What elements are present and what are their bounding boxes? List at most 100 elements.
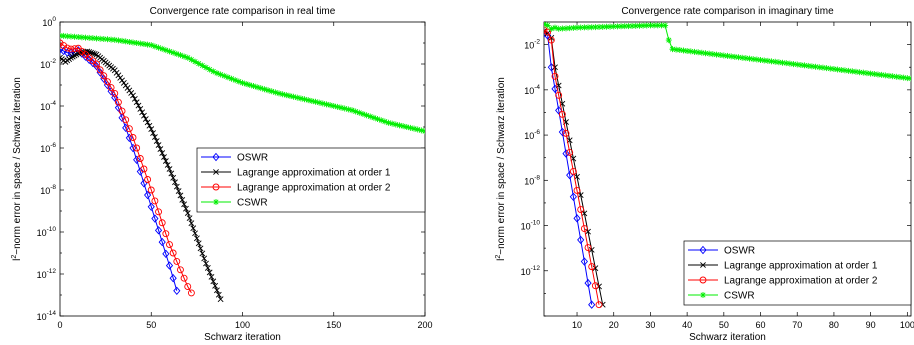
legend-box xyxy=(196,147,426,213)
data-point xyxy=(779,59,786,66)
data-point xyxy=(129,134,137,141)
data-point xyxy=(389,120,396,127)
data-point xyxy=(297,95,304,102)
data-point xyxy=(148,42,155,49)
x-tick-label: 50 xyxy=(719,320,729,330)
data-point xyxy=(669,46,676,53)
legend-label: CSWR xyxy=(724,291,755,302)
data-point xyxy=(100,72,108,80)
data-point xyxy=(162,249,170,259)
y-tick-label: 10-12 xyxy=(37,268,57,280)
legend-box xyxy=(683,240,912,306)
data-point xyxy=(823,65,830,72)
data-point xyxy=(144,190,152,200)
data-point xyxy=(159,150,166,156)
legend-marker xyxy=(213,199,219,205)
chart-panel-1: 0 50 100 150 200 10-14 10-12 10-10 10-8 10-6 10-4 1… xyxy=(11,6,433,343)
data-point xyxy=(904,75,911,82)
data-point xyxy=(177,52,184,59)
data-point xyxy=(179,196,186,203)
data-point xyxy=(114,98,122,106)
data-point xyxy=(562,129,570,137)
data-point xyxy=(422,128,425,135)
legend-marker xyxy=(700,292,706,298)
data-point xyxy=(724,52,731,59)
data-point xyxy=(411,125,418,132)
chart-panel-2: 10 20 30 40 50 60 70 80 90 100 10-12 10-10 10-8 10-6 1… xyxy=(495,6,914,343)
data-point xyxy=(89,35,96,42)
data-point xyxy=(761,57,768,64)
legend-label: Lagrange approximation at order 1 xyxy=(237,168,391,179)
data-point xyxy=(165,261,174,270)
data-point xyxy=(221,72,228,79)
series-line xyxy=(60,42,192,294)
data-point xyxy=(680,47,687,54)
data-point xyxy=(67,45,75,53)
x-tick-label: 0 xyxy=(57,320,62,330)
data-point xyxy=(312,98,319,105)
legend-marker xyxy=(699,276,707,284)
data-point xyxy=(91,51,98,57)
data-point xyxy=(239,79,246,86)
data-point xyxy=(192,230,198,237)
data-point xyxy=(684,47,691,54)
data-point xyxy=(169,274,177,283)
data-point xyxy=(588,300,596,309)
data-point xyxy=(585,24,592,31)
data-point xyxy=(294,94,301,101)
data-point xyxy=(158,237,166,247)
y-axis-label: l2−norm error in space / Schwarz iterati… xyxy=(11,77,23,261)
data-point xyxy=(111,89,119,97)
data-point xyxy=(162,230,170,238)
x-axis-label: Schwarz iteration xyxy=(204,332,281,343)
data-point xyxy=(418,127,425,134)
data-point xyxy=(166,166,173,172)
data-point xyxy=(841,67,848,74)
data-point xyxy=(115,37,122,44)
data-point xyxy=(867,70,874,77)
data-point xyxy=(217,71,224,78)
data-point xyxy=(86,49,93,55)
data-point xyxy=(170,49,177,56)
data-point xyxy=(378,117,385,124)
data-point xyxy=(827,65,834,72)
data-point xyxy=(632,22,639,29)
data-point xyxy=(188,220,195,227)
data-point xyxy=(175,188,182,194)
data-point xyxy=(812,63,819,70)
data-point xyxy=(801,62,808,69)
data-point xyxy=(746,55,753,62)
data-point xyxy=(92,61,101,71)
data-point xyxy=(169,249,177,257)
data-point xyxy=(349,107,355,114)
data-point xyxy=(544,26,548,34)
data-point xyxy=(334,103,341,110)
data-point xyxy=(180,274,188,282)
legend-marker xyxy=(699,245,707,255)
data-point xyxy=(687,48,694,55)
data-point xyxy=(215,291,222,298)
data-point xyxy=(64,33,71,40)
data-point xyxy=(153,138,160,144)
data-point xyxy=(212,282,219,289)
x-tick-label: 100 xyxy=(900,320,914,330)
data-point xyxy=(124,85,131,91)
data-point xyxy=(148,126,155,133)
data-point xyxy=(272,89,279,96)
data-point xyxy=(203,64,209,71)
series-lagrange-approximation-at-order-1 xyxy=(544,28,606,308)
data-point xyxy=(93,60,100,68)
data-point xyxy=(574,24,581,31)
data-point xyxy=(115,72,122,79)
data-point xyxy=(551,72,559,80)
data-point xyxy=(573,214,581,223)
data-point xyxy=(327,102,334,109)
data-point xyxy=(100,74,108,83)
data-point xyxy=(141,112,147,119)
data-point xyxy=(75,34,82,41)
data-point xyxy=(63,44,71,52)
y-tick-label: 10-8 xyxy=(40,184,56,196)
data-point xyxy=(100,36,107,43)
series-lagrange-approximation-at-order-2 xyxy=(544,26,603,309)
data-point xyxy=(323,101,330,108)
